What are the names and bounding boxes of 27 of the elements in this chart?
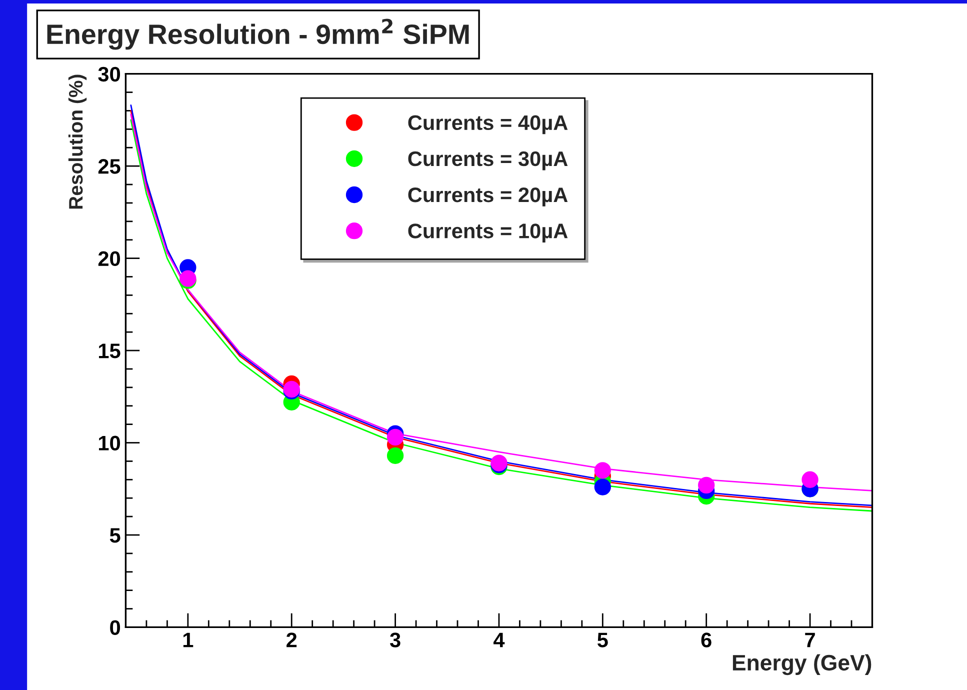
point [386, 428, 404, 446]
x-tick-label: 2 [286, 632, 297, 648]
point [802, 471, 818, 488]
y-tick-label: 10 [98, 436, 120, 451]
y-tick-label: 30 [98, 66, 120, 82]
legend-label: Currents = 20µA [408, 187, 568, 206]
point [594, 478, 611, 496]
x-axis-title: Energy (GeV) [732, 654, 872, 676]
x-tick-label: 3 [390, 632, 400, 648]
chart-title: Energy Resolution - 9mm$^{2}$ SiPM [47, 18, 469, 50]
y-tick-label: 5 [110, 528, 120, 543]
point [698, 476, 715, 494]
y-axis-title: Resolution (%) [68, 74, 87, 209]
legend-label: Currents = 40µA [408, 115, 568, 134]
point [594, 462, 611, 479]
y-tick-label: 25 [98, 159, 120, 174]
x-tick-label: 4 [493, 632, 505, 648]
y-tick-label: 20 [98, 251, 120, 266]
x-tick-label: 1 [183, 632, 194, 648]
x-tick-label: 6 [701, 632, 712, 648]
x-tick-label: 5 [598, 632, 608, 648]
legend-label: Currents = 30µA [408, 151, 568, 170]
x-tick-label: 7 [805, 632, 815, 648]
y-tick-label: 15 [98, 344, 120, 358]
point [386, 447, 404, 464]
legend-label: Currents = 10µA [408, 224, 568, 242]
y-tick-label: 0 [110, 620, 120, 635]
